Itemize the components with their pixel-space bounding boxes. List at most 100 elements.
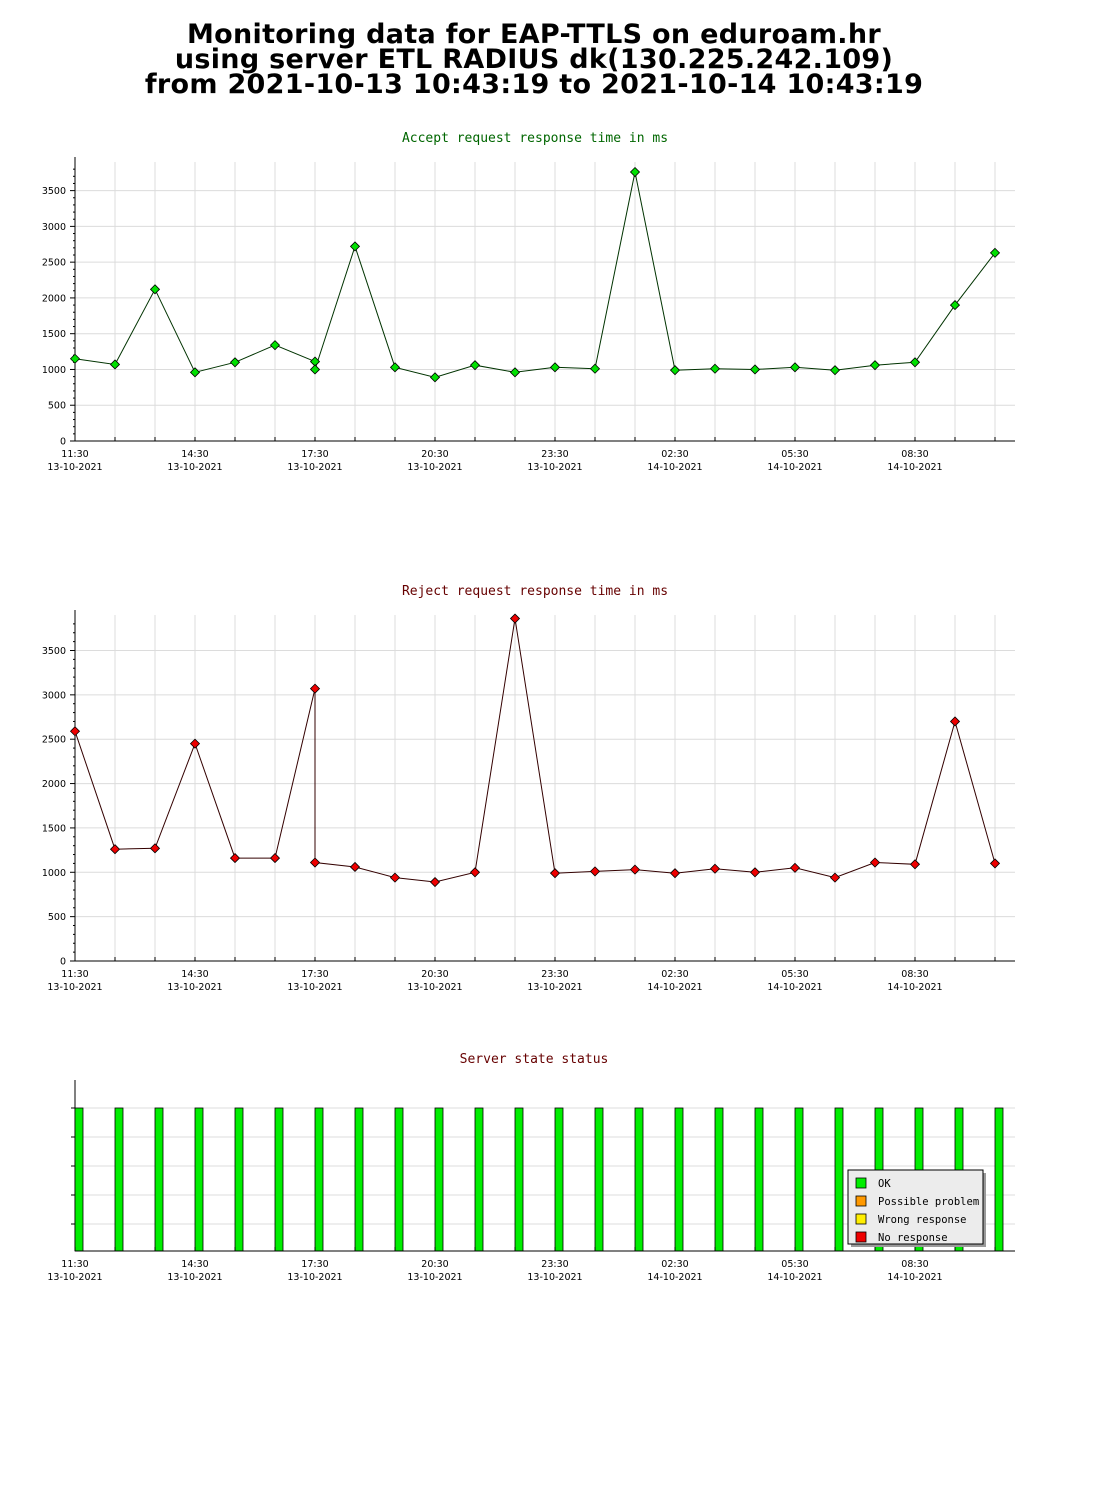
y-tick-label: 1500 [42,823,66,834]
status-bar [994,1107,1004,1252]
data-point-marker [549,362,561,373]
x-tick-label-time: 17:30 [301,449,328,460]
x-tick-label-time: 08:30 [901,969,928,980]
data-point-marker [909,357,921,368]
x-tick-label-time: 17:30 [301,969,328,980]
data-point-marker [949,300,961,311]
status-bar [314,1107,324,1252]
x-tick-label-time: 11:30 [61,1259,88,1270]
y-tick-label: 3000 [42,222,66,233]
data-point-marker [909,859,921,870]
status-bar [74,1107,84,1252]
x-tick-label-date: 14-10-2021 [767,1272,822,1283]
x-tick-label-time: 20:30 [421,1259,448,1270]
x-tick-label-date: 14-10-2021 [647,982,702,993]
x-tick-label-time: 14:30 [181,969,208,980]
accept-response-chart: Accept request response time in ms 0 500 10… [42,131,1015,473]
status-bar [394,1107,404,1252]
y-tick-label: 0 [60,437,66,448]
data-point-marker [589,363,601,374]
chart-title: Server state status [460,1052,609,1067]
legend-label: OK [878,1178,891,1190]
x-tick-label-date: 13-10-2021 [287,982,342,993]
x-tick-label-time: 14:30 [181,1259,208,1270]
reject-response-chart: Reject request response time in ms 0 500 10… [42,584,1015,993]
data-point-marker [869,360,881,371]
x-tick-label-time: 23:30 [541,969,568,980]
data-point-marker [469,360,481,371]
data-point-marker [349,241,361,252]
data-point-marker [629,864,641,875]
data-point-marker [269,340,281,351]
data-point-marker [829,872,841,883]
data-point-marker [869,857,881,868]
x-tick-label-time: 05:30 [781,449,808,460]
data-point-marker [749,867,761,878]
status-bar [114,1107,124,1252]
x-tick-label-date: 13-10-2021 [527,462,582,473]
legend-label: Possible problem [878,1196,979,1208]
y-tick-label: 2000 [42,293,66,304]
data-point-marker [789,862,801,873]
x-tick-label-date: 13-10-2021 [47,462,102,473]
x-tick-label-date: 14-10-2021 [767,462,822,473]
legend-label: No response [878,1232,948,1244]
x-tick-label-date: 14-10-2021 [767,982,822,993]
y-tick-label: 2500 [42,258,66,269]
data-point-marker [149,843,161,854]
x-tick-label-time: 23:30 [541,1259,568,1270]
x-tick-label-date: 13-10-2021 [47,1272,102,1283]
data-point-marker [669,365,681,376]
status-bar [194,1107,204,1252]
x-tick-label-time: 05:30 [781,969,808,980]
data-point-marker [349,861,361,873]
data-point-marker [69,353,81,364]
y-tick-label: 1500 [42,329,66,340]
data-point-marker [389,872,401,883]
x-tick-label-date: 13-10-2021 [527,982,582,993]
x-tick-label-date: 13-10-2021 [167,1272,222,1283]
x-tick-label-time: 20:30 [421,449,448,460]
x-tick-label-time: 08:30 [901,449,928,460]
x-tick-label-date: 13-10-2021 [527,1272,582,1283]
title-line-3: from 2021-10-13 10:43:19 to 2021-10-14 1… [144,69,924,100]
series-line [74,618,996,883]
status-bar [274,1107,284,1252]
status-bar [474,1107,484,1252]
data-point-marker [629,166,641,178]
y-tick-label: 3000 [42,690,66,701]
data-point-marker [469,867,481,878]
x-tick-label-time: 02:30 [661,449,688,460]
y-tick-label: 0 [60,957,66,968]
data-point-marker [229,357,241,368]
x-tick-label-time: 02:30 [661,969,688,980]
title-line-2: using server ETL RADIUS dk(130.225.242.1… [174,44,894,75]
legend-swatch [855,1195,867,1207]
legend-swatch [855,1231,867,1243]
data-point-marker [69,726,81,737]
status-bar [234,1107,244,1252]
data-point-marker [189,738,201,749]
y-tick-label: 1000 [42,868,66,879]
data-point-marker [149,284,161,295]
legend-box [847,1169,984,1245]
title-line-1: Monitoring data for EAP-TTLS on eduroam.… [187,19,881,50]
status-bar [714,1107,724,1252]
status-bar [634,1107,644,1252]
data-point-marker [989,247,1001,258]
data-point-marker [189,367,201,378]
legend-label: Wrong response [878,1214,967,1226]
x-tick-label-date: 13-10-2021 [167,982,222,993]
data-point-marker [109,359,121,370]
data-point-marker [709,363,721,374]
x-tick-label-date: 14-10-2021 [647,462,702,473]
y-tick-label: 3500 [42,186,66,197]
data-point-marker [429,876,441,888]
x-tick-label-time: 20:30 [421,969,448,980]
status-bar [554,1107,564,1252]
x-tick-label-date: 13-10-2021 [167,462,222,473]
x-tick-label-date: 13-10-2021 [407,1272,462,1283]
status-bar [154,1107,164,1252]
x-tick-label-time: 02:30 [661,1259,688,1270]
status-bar [754,1107,764,1252]
